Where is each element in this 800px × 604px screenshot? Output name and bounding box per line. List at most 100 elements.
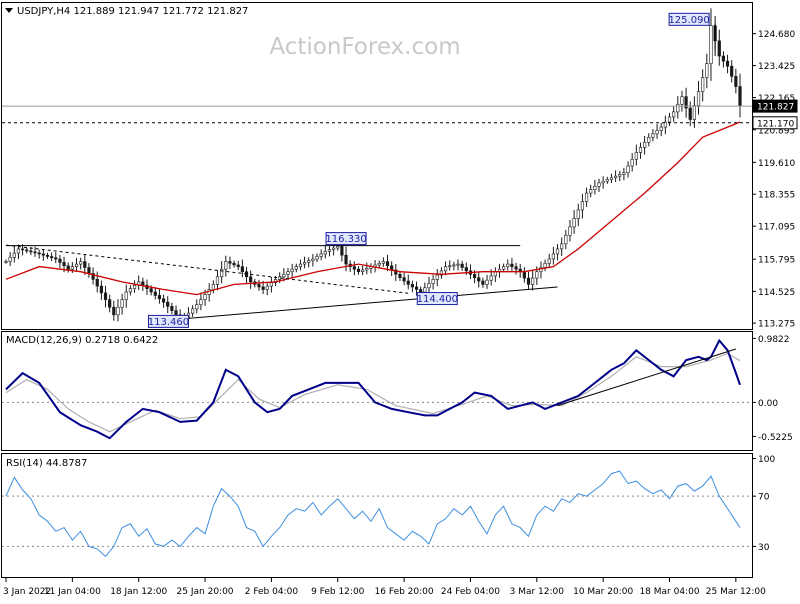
- candle-body: [680, 96, 684, 105]
- candle-body: [684, 96, 688, 109]
- candle-body: [452, 264, 456, 267]
- candle-body: [560, 243, 564, 250]
- candle-body: [555, 248, 560, 255]
- candle-body: [605, 179, 609, 182]
- candle-body: [132, 284, 137, 289]
- candle-body: [659, 126, 663, 131]
- candle-body: [228, 261, 232, 264]
- candle-body: [91, 273, 95, 280]
- dashed-level-tag-box: [752, 116, 798, 130]
- candle-body: [20, 248, 25, 251]
- candle-body: [651, 133, 655, 138]
- candle-body: [149, 288, 153, 293]
- candle-body: [41, 253, 45, 256]
- x-axis-tick-label: 18 Jan 12:00: [110, 587, 167, 597]
- candle-body: [261, 286, 265, 290]
- candle-body: [332, 247, 336, 251]
- price-axis-tick-label: 123.425: [758, 62, 795, 72]
- macd-plot: [2, 338, 752, 440]
- candle-body: [294, 266, 298, 270]
- candle-body: [58, 258, 62, 263]
- candle-body: [215, 276, 220, 285]
- candle-body: [531, 277, 535, 285]
- candle-body: [427, 283, 431, 289]
- candle-body: [124, 291, 128, 300]
- rsi-axis-tick-label: 100: [758, 455, 775, 465]
- candle-body: [327, 249, 332, 252]
- price-panel-frame: [1, 2, 753, 330]
- macd-title-text: MACD(12,26,9) 0.2718 0.6422: [6, 335, 158, 346]
- candle-body: [419, 289, 423, 293]
- dashed-level-tag-label: 121.170: [757, 119, 794, 129]
- candle-body: [352, 266, 356, 270]
- candle-body: [298, 263, 303, 267]
- candle-body: [423, 287, 427, 293]
- candle-body: [721, 55, 726, 62]
- candle-body: [398, 273, 402, 278]
- x-axis-tick-label: 16 Feb 20:00: [375, 587, 434, 597]
- candle-body: [33, 251, 37, 254]
- candle-body: [618, 174, 622, 177]
- rsi-axis-tick-label: 70: [758, 493, 770, 503]
- candle-body: [95, 279, 99, 287]
- candle-body: [630, 158, 634, 167]
- price-axis-tick-label: 113.275: [758, 320, 795, 330]
- candle-body: [481, 280, 485, 285]
- x-axis-tick-label: 3 Jan 2022: [3, 587, 51, 597]
- candle-body: [464, 267, 468, 272]
- candle-body: [597, 182, 601, 187]
- x-axis-tick-label: 24 Feb 04:00: [441, 587, 500, 597]
- candle-body: [103, 292, 108, 300]
- candle-body: [730, 65, 734, 77]
- candle-body: [526, 277, 531, 285]
- candle-body: [601, 180, 605, 184]
- price-annotation-box: [325, 232, 367, 246]
- candle-body: [613, 175, 618, 179]
- candle-body: [83, 261, 87, 268]
- candle-body: [647, 136, 651, 143]
- candle-body: [282, 273, 286, 278]
- price-panel-title: USDJPY,H4 121.889 121.947 121.772 121.82…: [5, 6, 248, 17]
- candle-body: [302, 262, 307, 265]
- candle-body: [381, 261, 385, 264]
- x-axis-tick-label: 10 Mar 20:00: [573, 587, 633, 597]
- candle-body: [385, 261, 390, 267]
- candle-body: [220, 268, 224, 278]
- candle-body: [431, 279, 435, 284]
- candle-body: [535, 271, 539, 279]
- candle-body: [456, 263, 460, 266]
- candle-body: [45, 254, 50, 257]
- candle-body: [634, 152, 638, 160]
- candle-body: [626, 165, 630, 174]
- candle-body: [29, 250, 33, 253]
- candle-body: [410, 284, 414, 288]
- candle-body: [485, 279, 489, 285]
- candle-body: [211, 284, 215, 290]
- candle-body: [87, 267, 91, 274]
- x-axis-tick-label: 25 Jan 20:00: [177, 587, 234, 597]
- candle-body: [584, 192, 589, 202]
- candle-body: [502, 266, 506, 270]
- candle-body: [692, 105, 696, 120]
- candle-body: [120, 299, 124, 308]
- watermark: ActionForex.com: [269, 34, 460, 60]
- price-annotation-label: 114.400: [417, 294, 458, 305]
- candle-body: [622, 172, 626, 175]
- candle-body: [79, 261, 83, 265]
- rsi-plot: [2, 470, 752, 558]
- candle-body: [170, 306, 174, 311]
- candle-body: [141, 281, 145, 286]
- price-annotation-box: [668, 12, 710, 26]
- candle-body: [377, 262, 381, 266]
- candle-body: [460, 263, 464, 268]
- candle-body: [734, 76, 738, 87]
- price-annotation-box: [416, 292, 458, 306]
- axes: 124.680 123.425 122.165 120.895 119.610 118.3…: [3, 30, 798, 597]
- candle-body: [572, 218, 576, 228]
- candle-body: [315, 256, 319, 260]
- candle-body: [108, 299, 112, 308]
- price-annotation-label: 125.090: [668, 15, 709, 26]
- candle-body: [128, 288, 133, 293]
- collapse-triangle-icon: [5, 8, 13, 13]
- candle-body: [564, 235, 568, 245]
